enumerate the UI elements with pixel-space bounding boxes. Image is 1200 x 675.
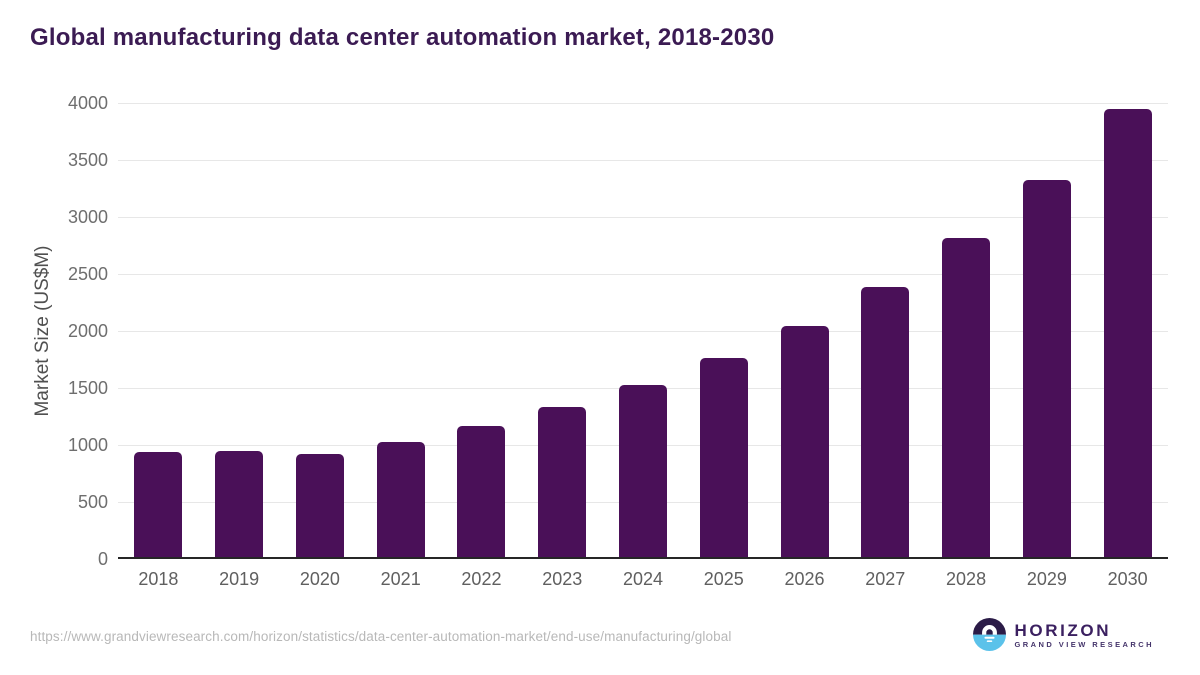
bar-2021 bbox=[376, 442, 425, 557]
y-tick-label-1000: 1000 bbox=[67, 435, 108, 455]
logo-text: HORIZON GRAND VIEW RESEARCH bbox=[1015, 621, 1154, 649]
gridline-3500 bbox=[118, 160, 1168, 161]
bar-2022 bbox=[457, 426, 506, 557]
x-tick-label-2026: 2026 bbox=[784, 569, 825, 589]
y-tick-label-3000: 3000 bbox=[67, 207, 108, 227]
bar-2024 bbox=[619, 384, 667, 557]
x-tick-label-2018: 2018 bbox=[138, 569, 179, 589]
horizon-sun-circle-icon bbox=[972, 618, 1006, 651]
gridline-2000 bbox=[118, 331, 1168, 332]
plot-area: 0 500 1000 1500 2000 2500 3000 3500 4000 2018 2019… bbox=[68, 94, 1168, 589]
bar-2028 bbox=[942, 238, 991, 557]
bar-2027 bbox=[861, 286, 910, 557]
x-tick-label-2029: 2029 bbox=[1026, 569, 1067, 589]
y-tick-label-500: 500 bbox=[77, 492, 108, 512]
y-tick-label-2000: 2000 bbox=[67, 321, 108, 341]
bar-2026 bbox=[780, 325, 829, 557]
y-tick-label-4000: 4000 bbox=[67, 93, 108, 113]
x-tick-label-2021: 2021 bbox=[380, 569, 421, 589]
x-tick-label-2024: 2024 bbox=[622, 569, 664, 589]
x-tick-label-2025: 2025 bbox=[703, 569, 744, 589]
logo-name: HORIZON bbox=[1014, 620, 1112, 640]
y-tick-label-3500: 3500 bbox=[67, 150, 108, 170]
bar-2018 bbox=[134, 452, 183, 557]
x-tick-label-2028: 2028 bbox=[946, 569, 987, 589]
page-title: Global manufacturing data center automat… bbox=[30, 24, 775, 51]
gridline-3000 bbox=[118, 217, 1168, 218]
horizon-logo: HORIZON GRAND VIEW RESEARCH bbox=[972, 618, 1154, 651]
x-tick-label-2023: 2023 bbox=[542, 569, 583, 589]
bar-2025 bbox=[699, 358, 748, 557]
y-tick-label-1500: 1500 bbox=[67, 378, 108, 398]
x-tick-label-2027: 2027 bbox=[865, 569, 906, 589]
gridline-4000 bbox=[118, 103, 1168, 104]
x-tick-label-2019: 2019 bbox=[219, 569, 260, 589]
logo-subtitle: GRAND VIEW RESEARCH bbox=[1014, 639, 1154, 649]
bar-2029 bbox=[1022, 180, 1071, 557]
y-tick-label-2500: 2500 bbox=[67, 264, 108, 284]
gridline-2500 bbox=[118, 274, 1168, 275]
bar-2020 bbox=[295, 454, 344, 557]
bar-2030 bbox=[1103, 108, 1152, 557]
bar-2023 bbox=[538, 407, 587, 557]
bar-2019 bbox=[215, 450, 264, 557]
y-tick-label-0: 0 bbox=[97, 549, 108, 569]
x-tick-label-2022: 2022 bbox=[461, 569, 502, 589]
source-url: https://www.grandviewresearch.com/horizo… bbox=[30, 629, 732, 644]
x-tick-label-2030: 2030 bbox=[1107, 569, 1148, 589]
x-tick-label-2020: 2020 bbox=[299, 569, 340, 589]
